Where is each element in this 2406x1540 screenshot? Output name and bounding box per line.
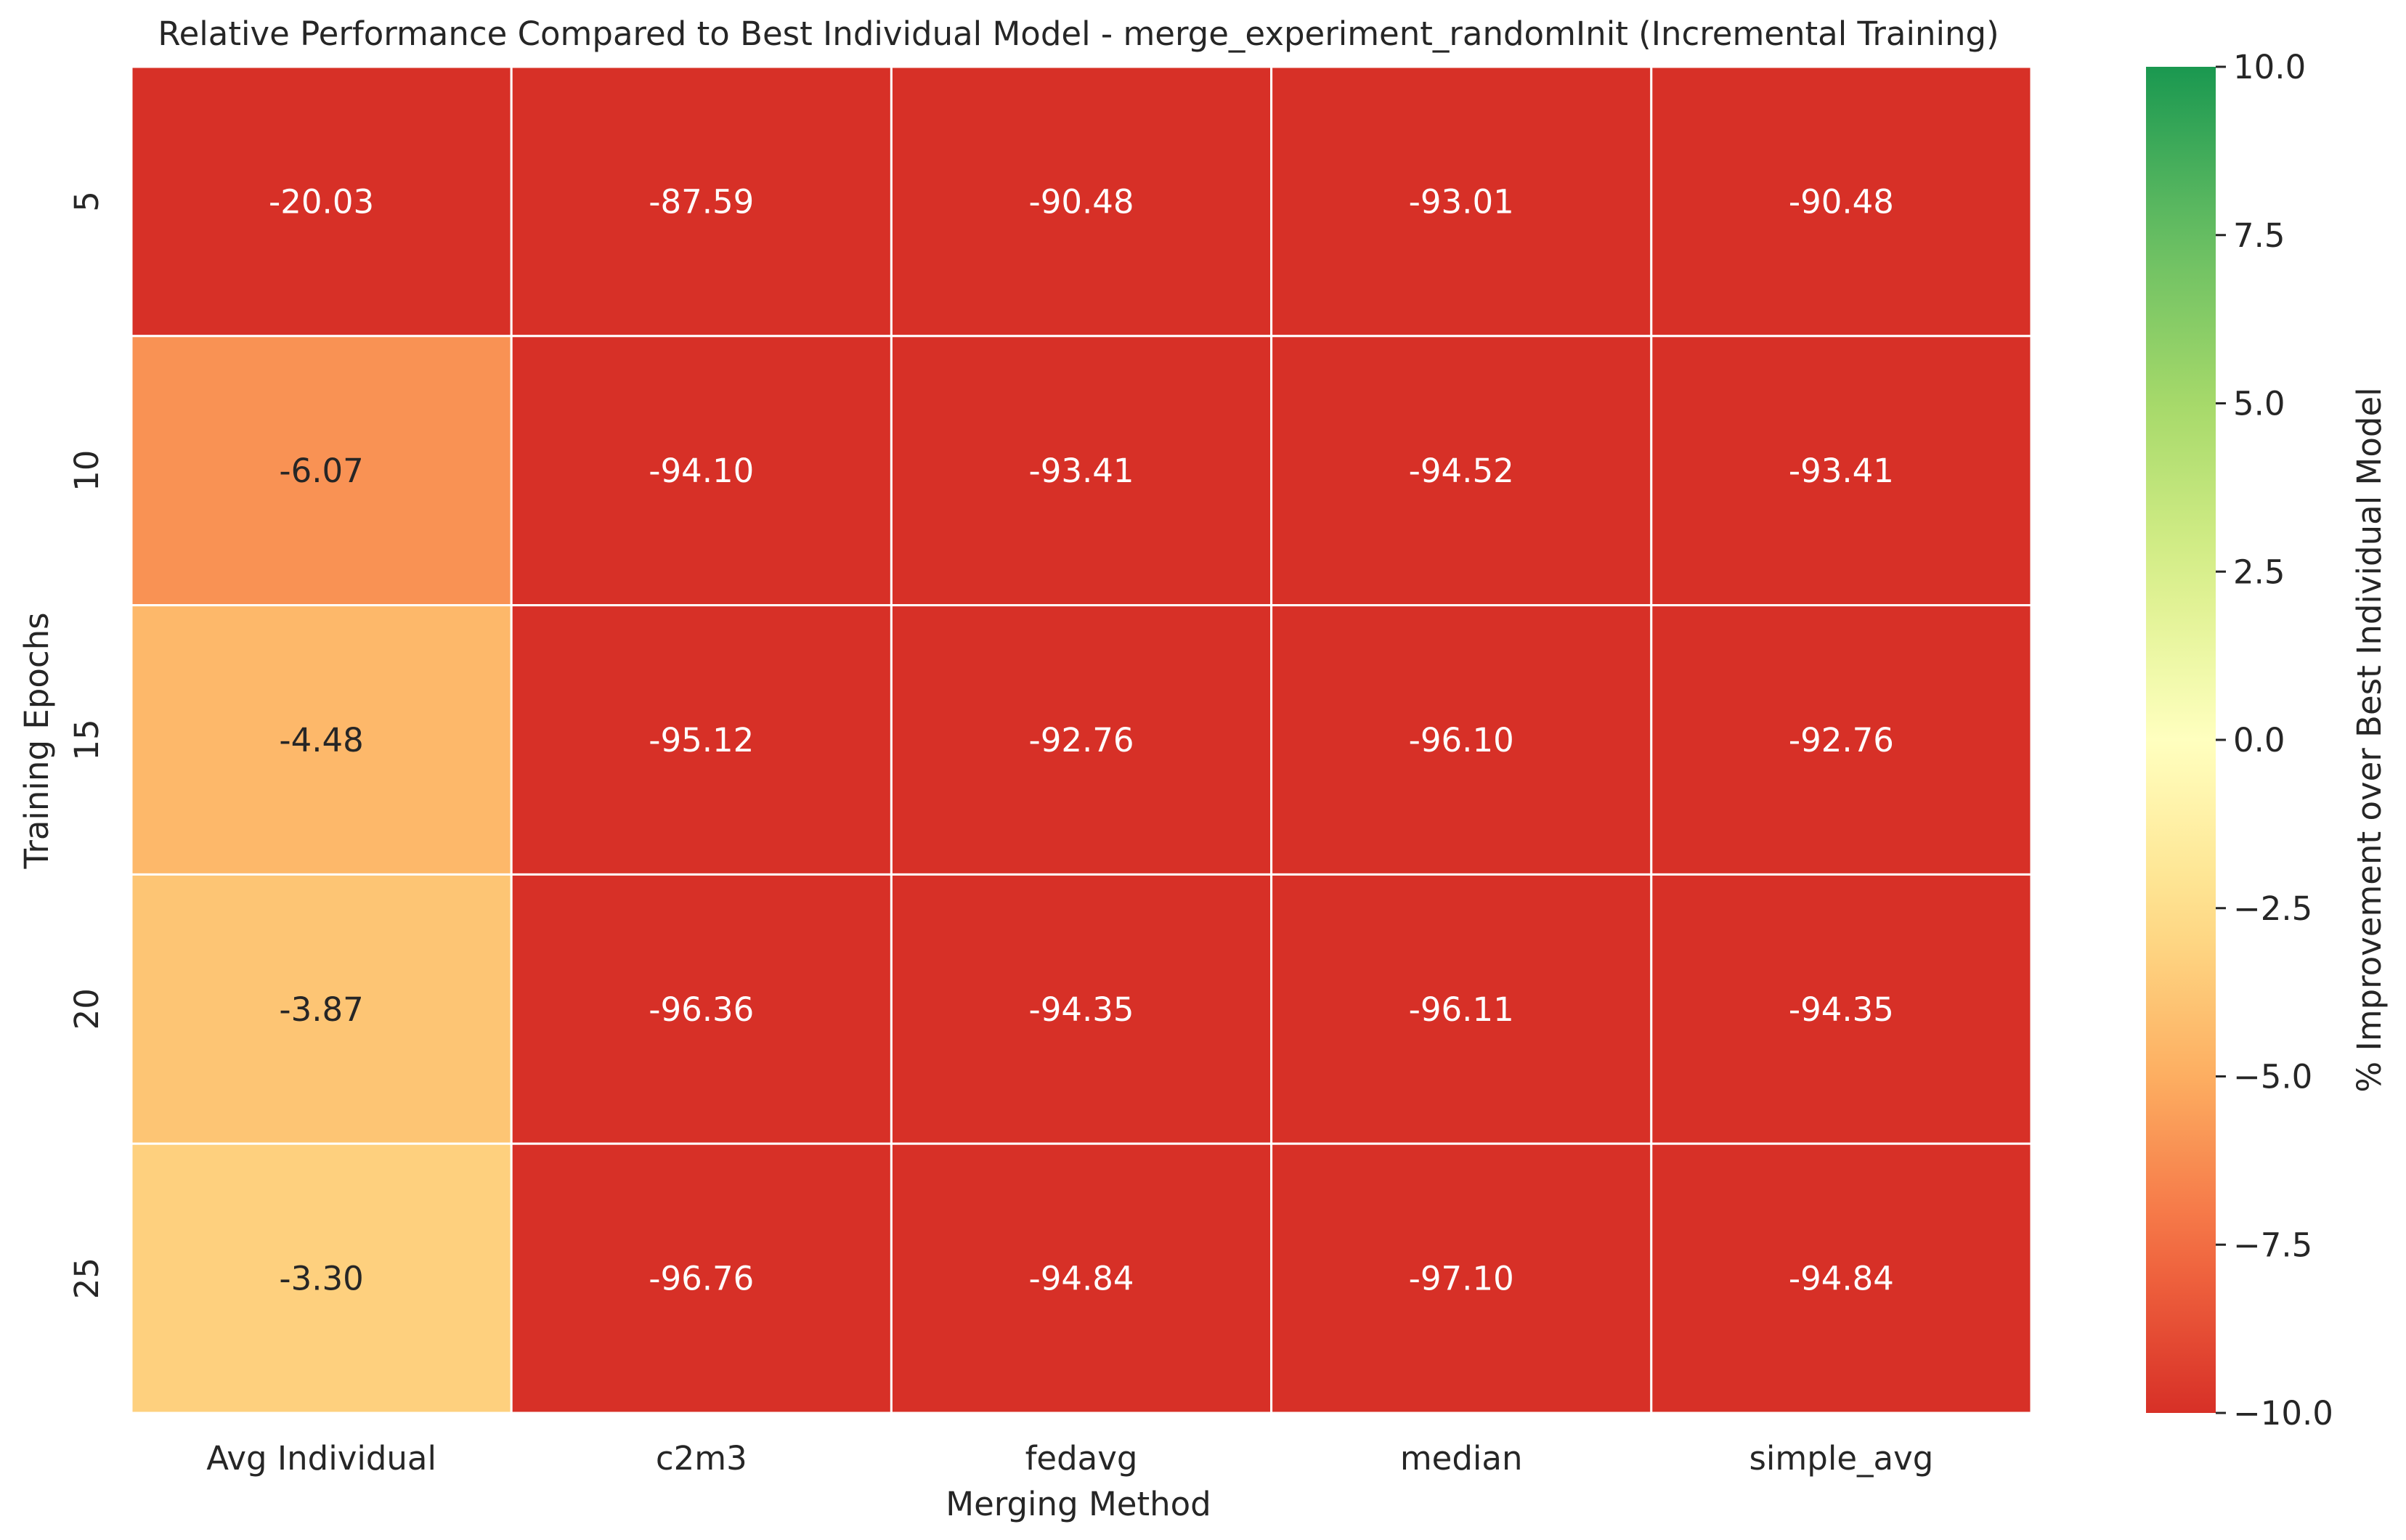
y-tick-label: 15 xyxy=(68,719,106,760)
x-tick-label: c2m3 xyxy=(656,1439,747,1478)
colorbar: 10.0 7.5 5.0 2.5 0.0 −2.5 −5.0 −7.5 −10.0 % Impr… xyxy=(2146,48,2389,1433)
heatmap-cell xyxy=(510,65,893,338)
x-tick-label: fedavg xyxy=(1025,1439,1138,1478)
cell-value-label: -93.41 xyxy=(1789,452,1894,490)
cell-value-label: -96.10 xyxy=(1409,721,1514,759)
cell-value-label: -97.10 xyxy=(1409,1260,1514,1298)
y-tick-label: 25 xyxy=(68,1258,106,1299)
cell-value-label: -90.48 xyxy=(1789,182,1894,221)
heatmap-cell xyxy=(890,335,1273,607)
cell-value-label: -94.52 xyxy=(1409,452,1514,490)
heatmap-cell xyxy=(1650,335,2033,607)
colorbar-tick-label: −2.5 xyxy=(2233,889,2312,928)
cell-value-label: -90.48 xyxy=(1028,182,1134,221)
colorbar-gradient xyxy=(2146,67,2216,1413)
cell-value-label: -4.48 xyxy=(279,721,363,759)
heatmap-cell xyxy=(510,604,893,876)
colorbar-label: % Improvement over Best Individual Model xyxy=(2350,387,2389,1092)
heatmap-cell xyxy=(130,873,513,1145)
y-axis-ticks: 5 10 15 20 25 xyxy=(68,191,106,1299)
cell-value-label: -94.10 xyxy=(649,452,754,490)
cell-value-label: -94.35 xyxy=(1789,990,1894,1029)
heatmap-cell xyxy=(1650,1142,2033,1414)
colorbar-tick-label: 10.0 xyxy=(2233,48,2306,86)
cell-value-label: -92.76 xyxy=(1789,721,1894,759)
heatmap-cell xyxy=(510,335,893,607)
y-tick-label: 10 xyxy=(68,450,106,492)
cell-value-label: -96.11 xyxy=(1409,990,1514,1029)
cell-value-label: -92.76 xyxy=(1028,721,1134,759)
x-axis-ticks: Avg Individual c2m3 fedavg median simple_avg xyxy=(206,1439,1933,1478)
heatmap-cell xyxy=(1650,873,2033,1145)
colorbar-tick-label: 0.0 xyxy=(2233,721,2285,759)
heatmap-cell xyxy=(1270,65,1653,338)
y-tick-label: 5 xyxy=(68,191,106,212)
cell-value-label: -94.35 xyxy=(1028,990,1134,1029)
x-axis-label: Merging Method xyxy=(946,1485,1211,1523)
cell-value-label: -20.03 xyxy=(269,182,374,221)
x-tick-label: median xyxy=(1400,1439,1523,1478)
heatmap-cell xyxy=(510,1142,893,1414)
heatmap-cell xyxy=(890,604,1273,876)
colorbar-tick-label: 5.0 xyxy=(2233,385,2285,423)
x-tick-label: Avg Individual xyxy=(206,1439,436,1478)
cell-value-label: -87.59 xyxy=(649,182,754,221)
chart-title: Relative Performance Compared to Best In… xyxy=(158,15,1999,53)
heatmap-cell xyxy=(890,65,1273,338)
y-tick-label: 20 xyxy=(68,988,106,1030)
cell-value-label: -6.07 xyxy=(279,452,363,490)
colorbar-tick-label: −7.5 xyxy=(2233,1226,2312,1264)
cell-value-label: -94.84 xyxy=(1028,1260,1134,1298)
heatmap-cell xyxy=(890,873,1273,1145)
colorbar-tick-label: 2.5 xyxy=(2233,553,2285,591)
colorbar-tick-label: −10.0 xyxy=(2233,1394,2333,1433)
cell-value-label: -3.30 xyxy=(279,1260,363,1298)
heatmap-cell xyxy=(130,65,513,338)
heatmap-cell xyxy=(890,1142,1273,1414)
cell-value-label: -95.12 xyxy=(649,721,754,759)
heatmap-cell xyxy=(1650,604,2033,876)
cell-value-label: -96.76 xyxy=(649,1260,754,1298)
heatmap-cell xyxy=(1270,604,1653,876)
heatmap-cell xyxy=(1650,65,2033,338)
heatmap-cell xyxy=(510,873,893,1145)
cell-value-label: -93.01 xyxy=(1409,182,1514,221)
x-tick-label: simple_avg xyxy=(1749,1439,1933,1478)
heatmap-cell xyxy=(130,335,513,607)
cell-value-label: -94.84 xyxy=(1789,1260,1894,1298)
cell-value-label: -93.41 xyxy=(1028,452,1134,490)
cell-value-label: -96.36 xyxy=(649,990,754,1029)
colorbar-ticks: 10.0 7.5 5.0 2.5 0.0 −2.5 −5.0 −7.5 −10.0 xyxy=(2216,48,2333,1433)
cell-value-label: -3.87 xyxy=(279,990,363,1029)
colorbar-tick-label: −5.0 xyxy=(2233,1058,2312,1096)
heatmap-cell xyxy=(130,1142,513,1414)
heatmap-cell xyxy=(1270,873,1653,1145)
heatmap-cells: -20.03 -87.59 -90.48 -93.01 -90.48 -6.07 -94.1… xyxy=(130,65,2033,1414)
colorbar-tick-label: 7.5 xyxy=(2233,216,2285,255)
y-axis-label: Training Epochs xyxy=(17,612,56,869)
